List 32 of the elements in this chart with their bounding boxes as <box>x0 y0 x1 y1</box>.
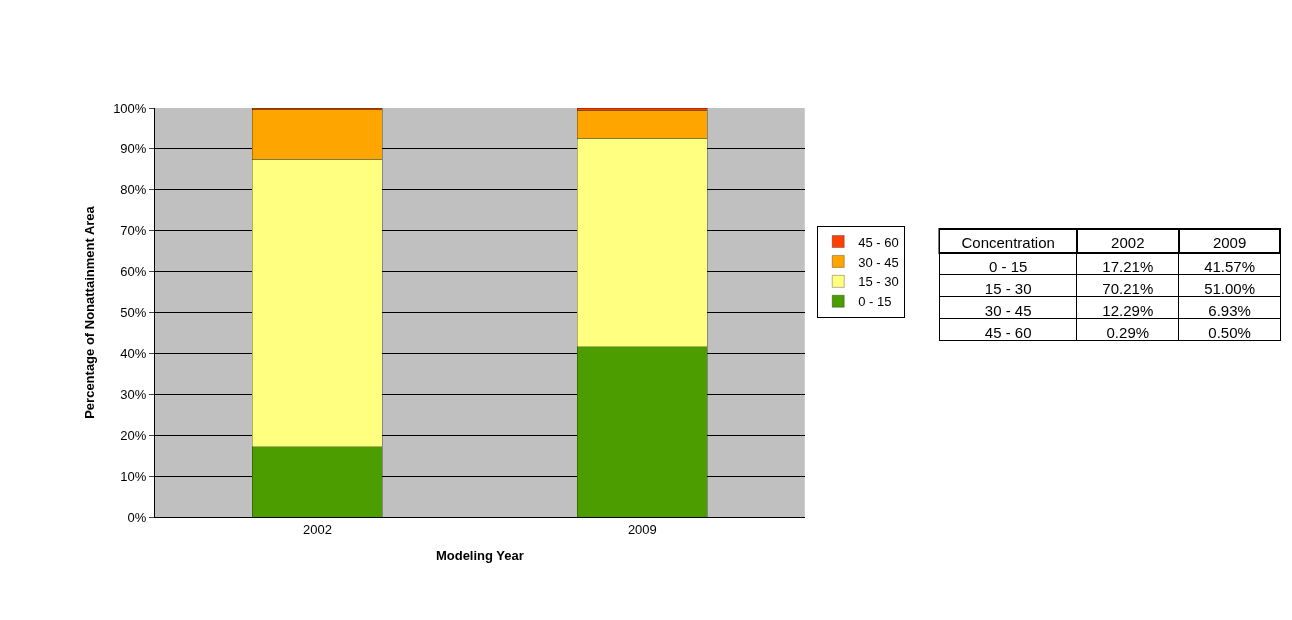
text: 17.21% <box>1102 257 1154 275</box>
text: 41.57% <box>1204 257 1256 275</box>
y-tick-label: 90% <box>120 141 147 157</box>
text: 2002 <box>1111 233 1145 251</box>
text: 2009 <box>1212 233 1247 251</box>
y-tick-label: 60% <box>120 264 147 280</box>
text: 51.00% <box>1204 279 1256 297</box>
y-tick-label: 20% <box>120 427 147 443</box>
y-tick-label: 100% <box>113 100 147 116</box>
legend-label: 45 - 60 <box>858 234 899 250</box>
y-tick-label: 0% <box>127 509 147 525</box>
y-tick-label: 30% <box>120 386 147 402</box>
y-tick-label: 80% <box>120 182 147 198</box>
y-axis-title: Percentage of Nonattainment Area <box>82 205 98 419</box>
text: 45 - 60 <box>984 323 1032 341</box>
text: Concentration <box>961 233 1055 251</box>
legend-label: 0 - 15 <box>858 294 892 310</box>
text: 0.50% <box>1208 323 1251 341</box>
text: 0.29% <box>1106 323 1150 341</box>
text: 6.93% <box>1208 301 1251 319</box>
text: 15 - 30 <box>984 279 1032 297</box>
y-tick-label: 70% <box>120 223 147 239</box>
text: 70.21% <box>1102 279 1154 297</box>
text: 12.29% <box>1102 301 1154 319</box>
legend-label: 15 - 30 <box>858 274 899 290</box>
legend-label: 30 - 45 <box>858 254 899 270</box>
y-tick-label: 10% <box>120 468 147 484</box>
text: 30 - 45 <box>984 301 1032 319</box>
x-axis-title: Modeling Year <box>435 548 524 564</box>
y-tick-label: 50% <box>120 305 147 321</box>
text: 0 - 15 <box>989 257 1028 275</box>
y-tick-label: 40% <box>120 345 147 361</box>
